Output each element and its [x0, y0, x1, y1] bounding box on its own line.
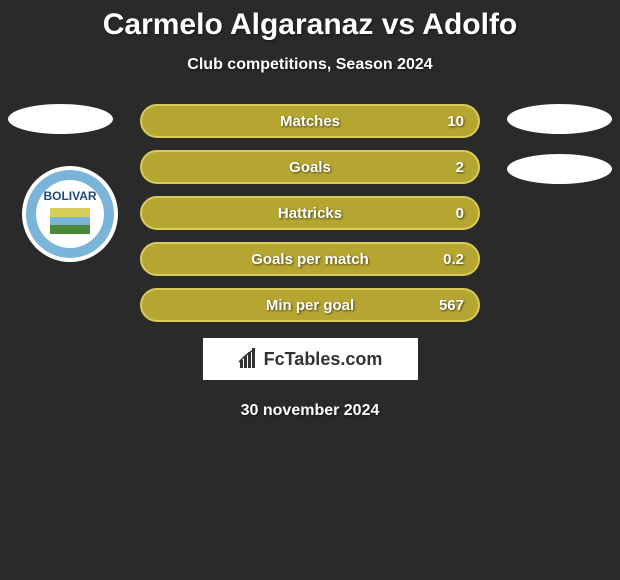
stat-label: Goals [289, 159, 331, 176]
player1-badge-placeholder [8, 104, 113, 134]
bar-chart-icon [238, 348, 260, 370]
stat-bars: Matches 10 Goals 2 Hattricks 0 Goals per… [140, 104, 480, 322]
club-badge-bolivar: BOLIVAR [20, 164, 120, 264]
date-label: 30 november 2024 [0, 402, 620, 420]
stat-row-goals: Goals 2 [140, 150, 480, 184]
stat-label: Goals per match [251, 251, 369, 268]
stat-row-matches: Matches 10 [140, 104, 480, 138]
stat-row-min-per-goal: Min per goal 567 [140, 288, 480, 322]
bolivar-crest-icon: BOLIVAR [20, 164, 120, 264]
branding-text: FcTables.com [264, 349, 383, 370]
player2-badge-placeholder-2 [507, 154, 612, 184]
comparison-chart: BOLIVAR Matches 10 Goals 2 Hattricks 0 G… [0, 104, 620, 322]
page-title: Carmelo Algaranaz vs Adolfo [0, 0, 620, 42]
club-badge-text: BOLIVAR [43, 189, 96, 203]
stat-value-right: 0 [456, 205, 464, 222]
stat-value-right: 10 [447, 113, 464, 130]
stat-value-right: 0.2 [443, 251, 464, 268]
stat-row-goals-per-match: Goals per match 0.2 [140, 242, 480, 276]
stat-value-right: 567 [439, 297, 464, 314]
stat-label: Matches [280, 113, 340, 130]
player2-badge-placeholder-1 [507, 104, 612, 134]
stat-row-hattricks: Hattricks 0 [140, 196, 480, 230]
stat-label: Hattricks [278, 205, 342, 222]
stat-value-right: 2 [456, 159, 464, 176]
stat-label: Min per goal [266, 297, 354, 314]
branding-box: FcTables.com [203, 338, 418, 380]
page-subtitle: Club competitions, Season 2024 [0, 56, 620, 74]
